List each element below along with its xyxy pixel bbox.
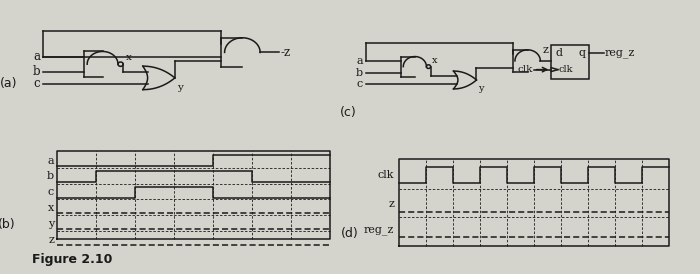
Text: z: z	[48, 235, 54, 245]
Text: (d): (d)	[341, 227, 359, 241]
Text: x: x	[125, 53, 132, 62]
Text: b: b	[47, 172, 54, 181]
Text: -z: -z	[280, 46, 290, 59]
Text: y: y	[478, 84, 484, 93]
Text: reg_z: reg_z	[364, 225, 394, 235]
Text: y: y	[177, 82, 183, 92]
Text: y: y	[48, 219, 54, 229]
Text: (a): (a)	[0, 77, 18, 90]
Text: x: x	[48, 203, 54, 213]
Text: c: c	[356, 79, 363, 90]
Text: x: x	[433, 56, 438, 65]
Text: b: b	[32, 65, 40, 78]
Text: a: a	[33, 50, 40, 63]
Text: z: z	[542, 45, 548, 55]
Text: clk: clk	[517, 65, 533, 74]
Text: a: a	[356, 56, 363, 65]
Text: c: c	[34, 77, 40, 90]
Text: c: c	[48, 187, 54, 197]
Text: Figure 2.10: Figure 2.10	[32, 253, 112, 266]
Text: z: z	[389, 199, 394, 209]
Text: clk: clk	[378, 170, 394, 180]
Text: (c): (c)	[340, 106, 356, 119]
Text: a: a	[48, 156, 54, 165]
Text: d: d	[556, 48, 563, 58]
Text: (b): (b)	[0, 218, 15, 231]
Text: clk: clk	[559, 65, 573, 74]
Text: q: q	[579, 48, 586, 58]
Bar	[552, 45, 589, 79]
Text: reg_z: reg_z	[605, 48, 635, 58]
Text: b: b	[356, 68, 363, 78]
